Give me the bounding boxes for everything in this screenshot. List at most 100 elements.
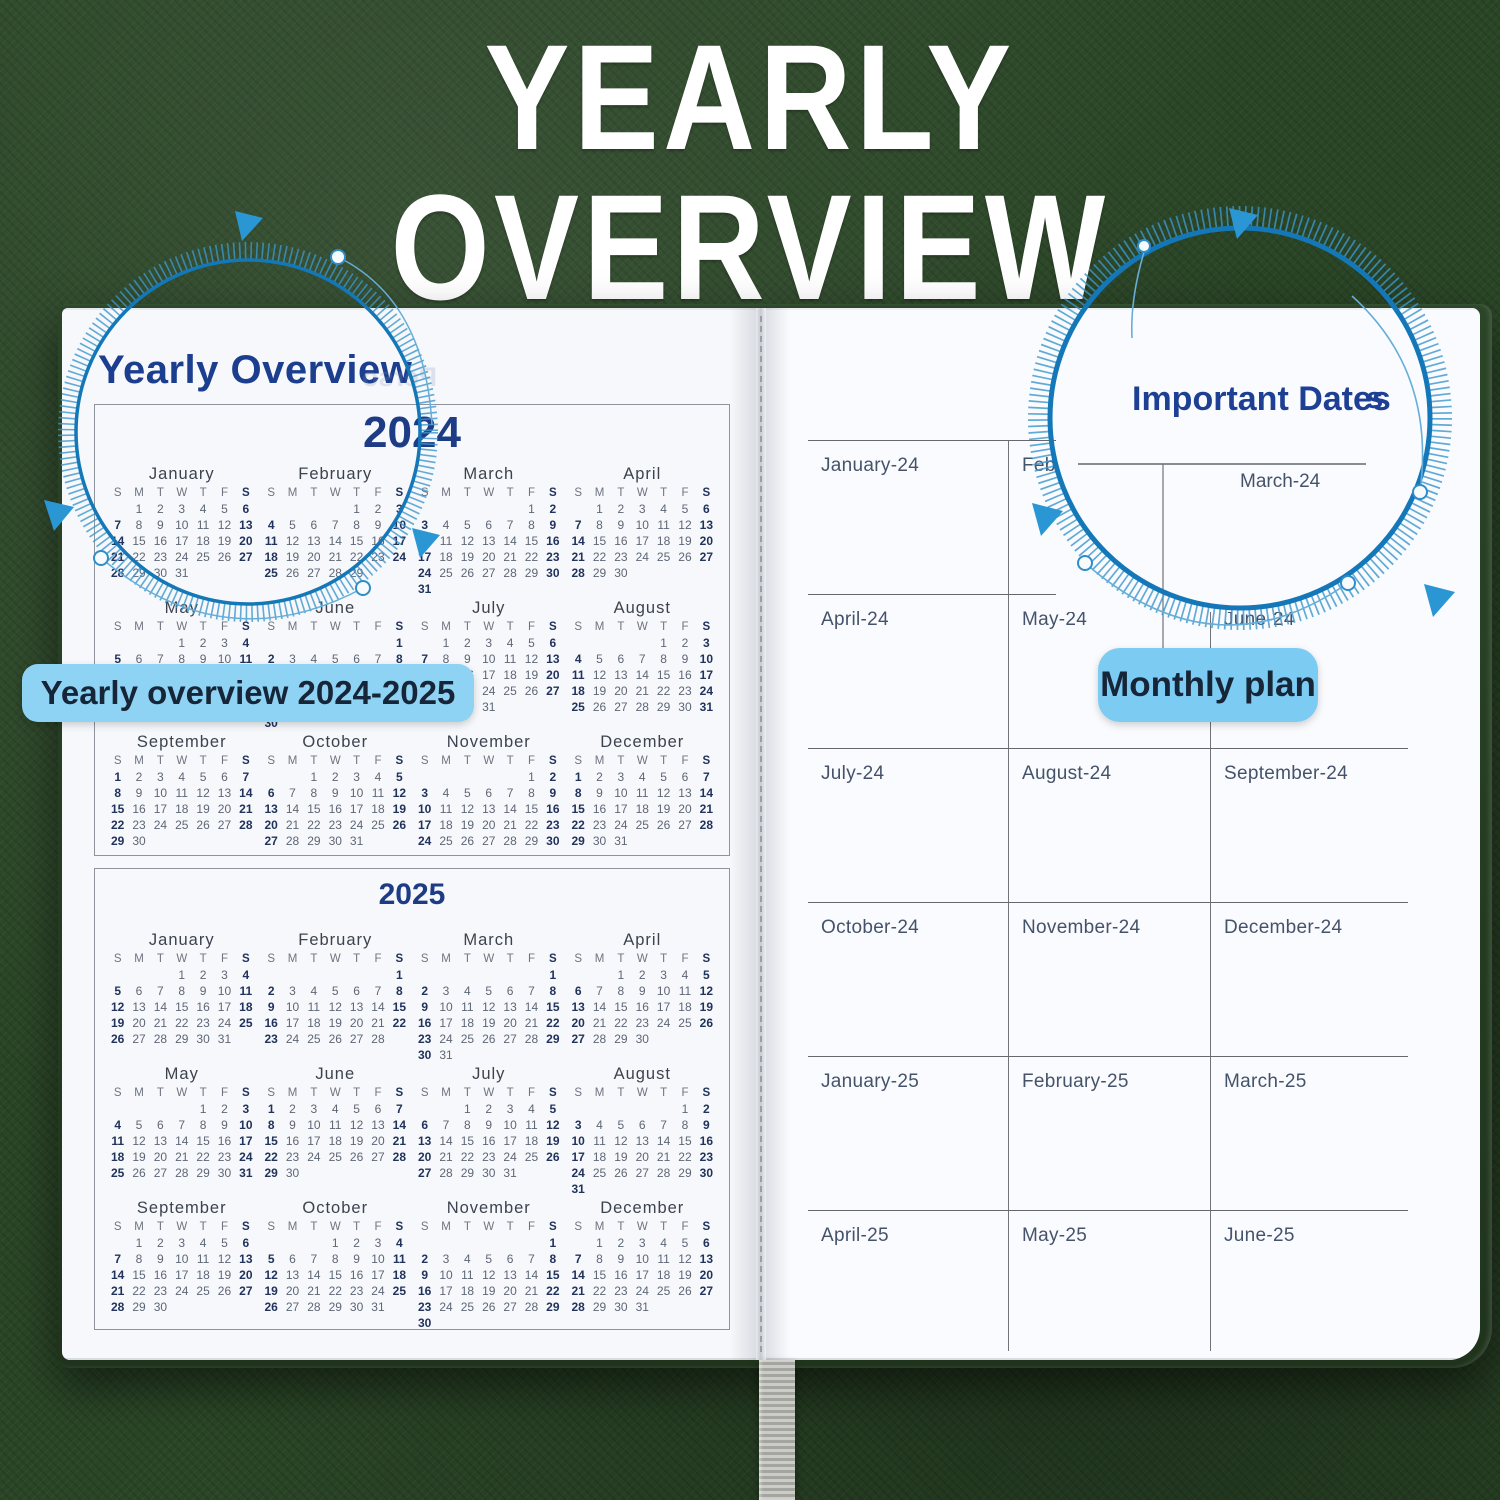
day-number: 11 — [461, 1268, 474, 1282]
day-number: 21 — [571, 1284, 585, 1298]
weekday-letter: S — [241, 621, 250, 633]
day-number: 13 — [503, 1000, 517, 1014]
day-number: 15 — [349, 534, 364, 548]
day-number: 2 — [353, 1236, 360, 1250]
weekday-letter: T — [506, 1087, 514, 1099]
day-number: 14 — [328, 534, 342, 548]
day-number: 26 — [482, 1300, 496, 1314]
day-number: 15 — [392, 1000, 406, 1014]
day-number: 8 — [395, 652, 403, 666]
weekday-letter: S — [574, 755, 582, 767]
day-number: 9 — [549, 786, 557, 800]
day-number — [414, 635, 435, 651]
day-number: 6 — [506, 1252, 514, 1266]
weekday-letter: T — [660, 953, 668, 965]
day-number: 1 — [331, 1236, 339, 1250]
important-dates-cell: April-24 — [808, 595, 1009, 748]
day-number: 17 — [417, 550, 432, 564]
day-number: 22 — [175, 1016, 189, 1030]
day-number: 12 — [592, 668, 607, 682]
day-number — [589, 635, 610, 651]
weekday-letter: T — [506, 755, 514, 767]
weekday-letter: S — [113, 621, 122, 633]
day-number: 14 — [110, 1268, 125, 1282]
day-number — [107, 635, 128, 651]
day-number: 5 — [528, 636, 535, 650]
day-number: 5 — [464, 518, 471, 532]
day-number: 7 — [574, 1252, 582, 1266]
day-number — [150, 1101, 171, 1117]
day-number: 23 — [328, 818, 342, 832]
day-number: 12 — [524, 652, 539, 666]
day-number: 6 — [135, 984, 143, 998]
day-number: 27 — [635, 1166, 649, 1180]
day-number: 8 — [178, 984, 186, 998]
day-number: 24 — [153, 818, 168, 832]
day-number: 8 — [549, 984, 557, 998]
month-name: July — [472, 599, 506, 617]
day-number — [478, 967, 499, 983]
day-number: 12 — [614, 1134, 628, 1148]
day-number: 3 — [178, 502, 186, 516]
day-number: 12 — [328, 1000, 342, 1014]
day-number: 23 — [699, 1150, 713, 1164]
day-number: 11 — [371, 786, 385, 800]
day-number — [107, 1235, 128, 1251]
day-number: 3 — [157, 770, 164, 784]
day-number — [499, 1235, 520, 1251]
day-number: 13 — [699, 518, 713, 532]
day-number — [632, 1101, 653, 1117]
day-number: 24 — [656, 1016, 671, 1030]
day-number: 1 — [135, 1236, 143, 1250]
day-number: 2 — [199, 636, 207, 650]
day-number: 21 — [524, 1284, 539, 1298]
day-number: 19 — [524, 668, 539, 682]
day-number: 4 — [638, 770, 646, 784]
day-number: 24 — [417, 834, 432, 848]
day-number: 31 — [439, 1048, 453, 1062]
day-number: 19 — [614, 1150, 628, 1164]
weekday-letter: T — [310, 1087, 318, 1099]
calendar-2025-box: 2025 January S M T W T F S 1 2 3 4 5 6 7 8 9 10 11 12 13 14 15… — [94, 868, 730, 1330]
day-number — [632, 1181, 653, 1197]
day-number: 26 — [328, 1032, 342, 1046]
day-number — [653, 1181, 674, 1197]
day-number: 10 — [217, 652, 232, 666]
day-number: 20 — [132, 1016, 146, 1030]
day-number: 21 — [285, 818, 300, 832]
weekday-letter: T — [463, 755, 471, 767]
day-number: 13 — [264, 802, 278, 816]
day-number: 20 — [482, 550, 496, 564]
day-number: 29 — [546, 1032, 560, 1046]
day-number: 15 — [196, 1134, 210, 1148]
day-number: 7 — [528, 984, 535, 998]
day-number — [674, 833, 695, 849]
day-number: 26 — [460, 566, 475, 580]
day-number: 27 — [699, 1284, 713, 1298]
day-number: 17 — [175, 534, 189, 548]
day-number: 28 — [175, 1166, 189, 1180]
day-number: 19 — [482, 1016, 496, 1030]
day-number: 31 — [217, 1032, 232, 1046]
day-number: 11 — [503, 652, 517, 666]
day-number: 14 — [524, 1268, 539, 1282]
day-number — [478, 501, 499, 517]
day-number: 19 — [132, 1150, 146, 1164]
day-number: 20 — [482, 818, 496, 832]
day-number: 4 — [660, 502, 667, 516]
day-number: 23 — [196, 1016, 210, 1030]
important-dates-row: April-25 May-25 June-25 — [808, 1210, 1408, 1351]
day-number: 13 — [349, 1000, 364, 1014]
day-number: 25 — [656, 1284, 671, 1298]
day-number: 24 — [482, 684, 496, 698]
day-number: 9 — [221, 1118, 228, 1132]
day-number: 14 — [175, 1134, 189, 1148]
day-number — [235, 1299, 256, 1315]
day-number — [632, 833, 653, 849]
day-number: 22 — [656, 684, 671, 698]
